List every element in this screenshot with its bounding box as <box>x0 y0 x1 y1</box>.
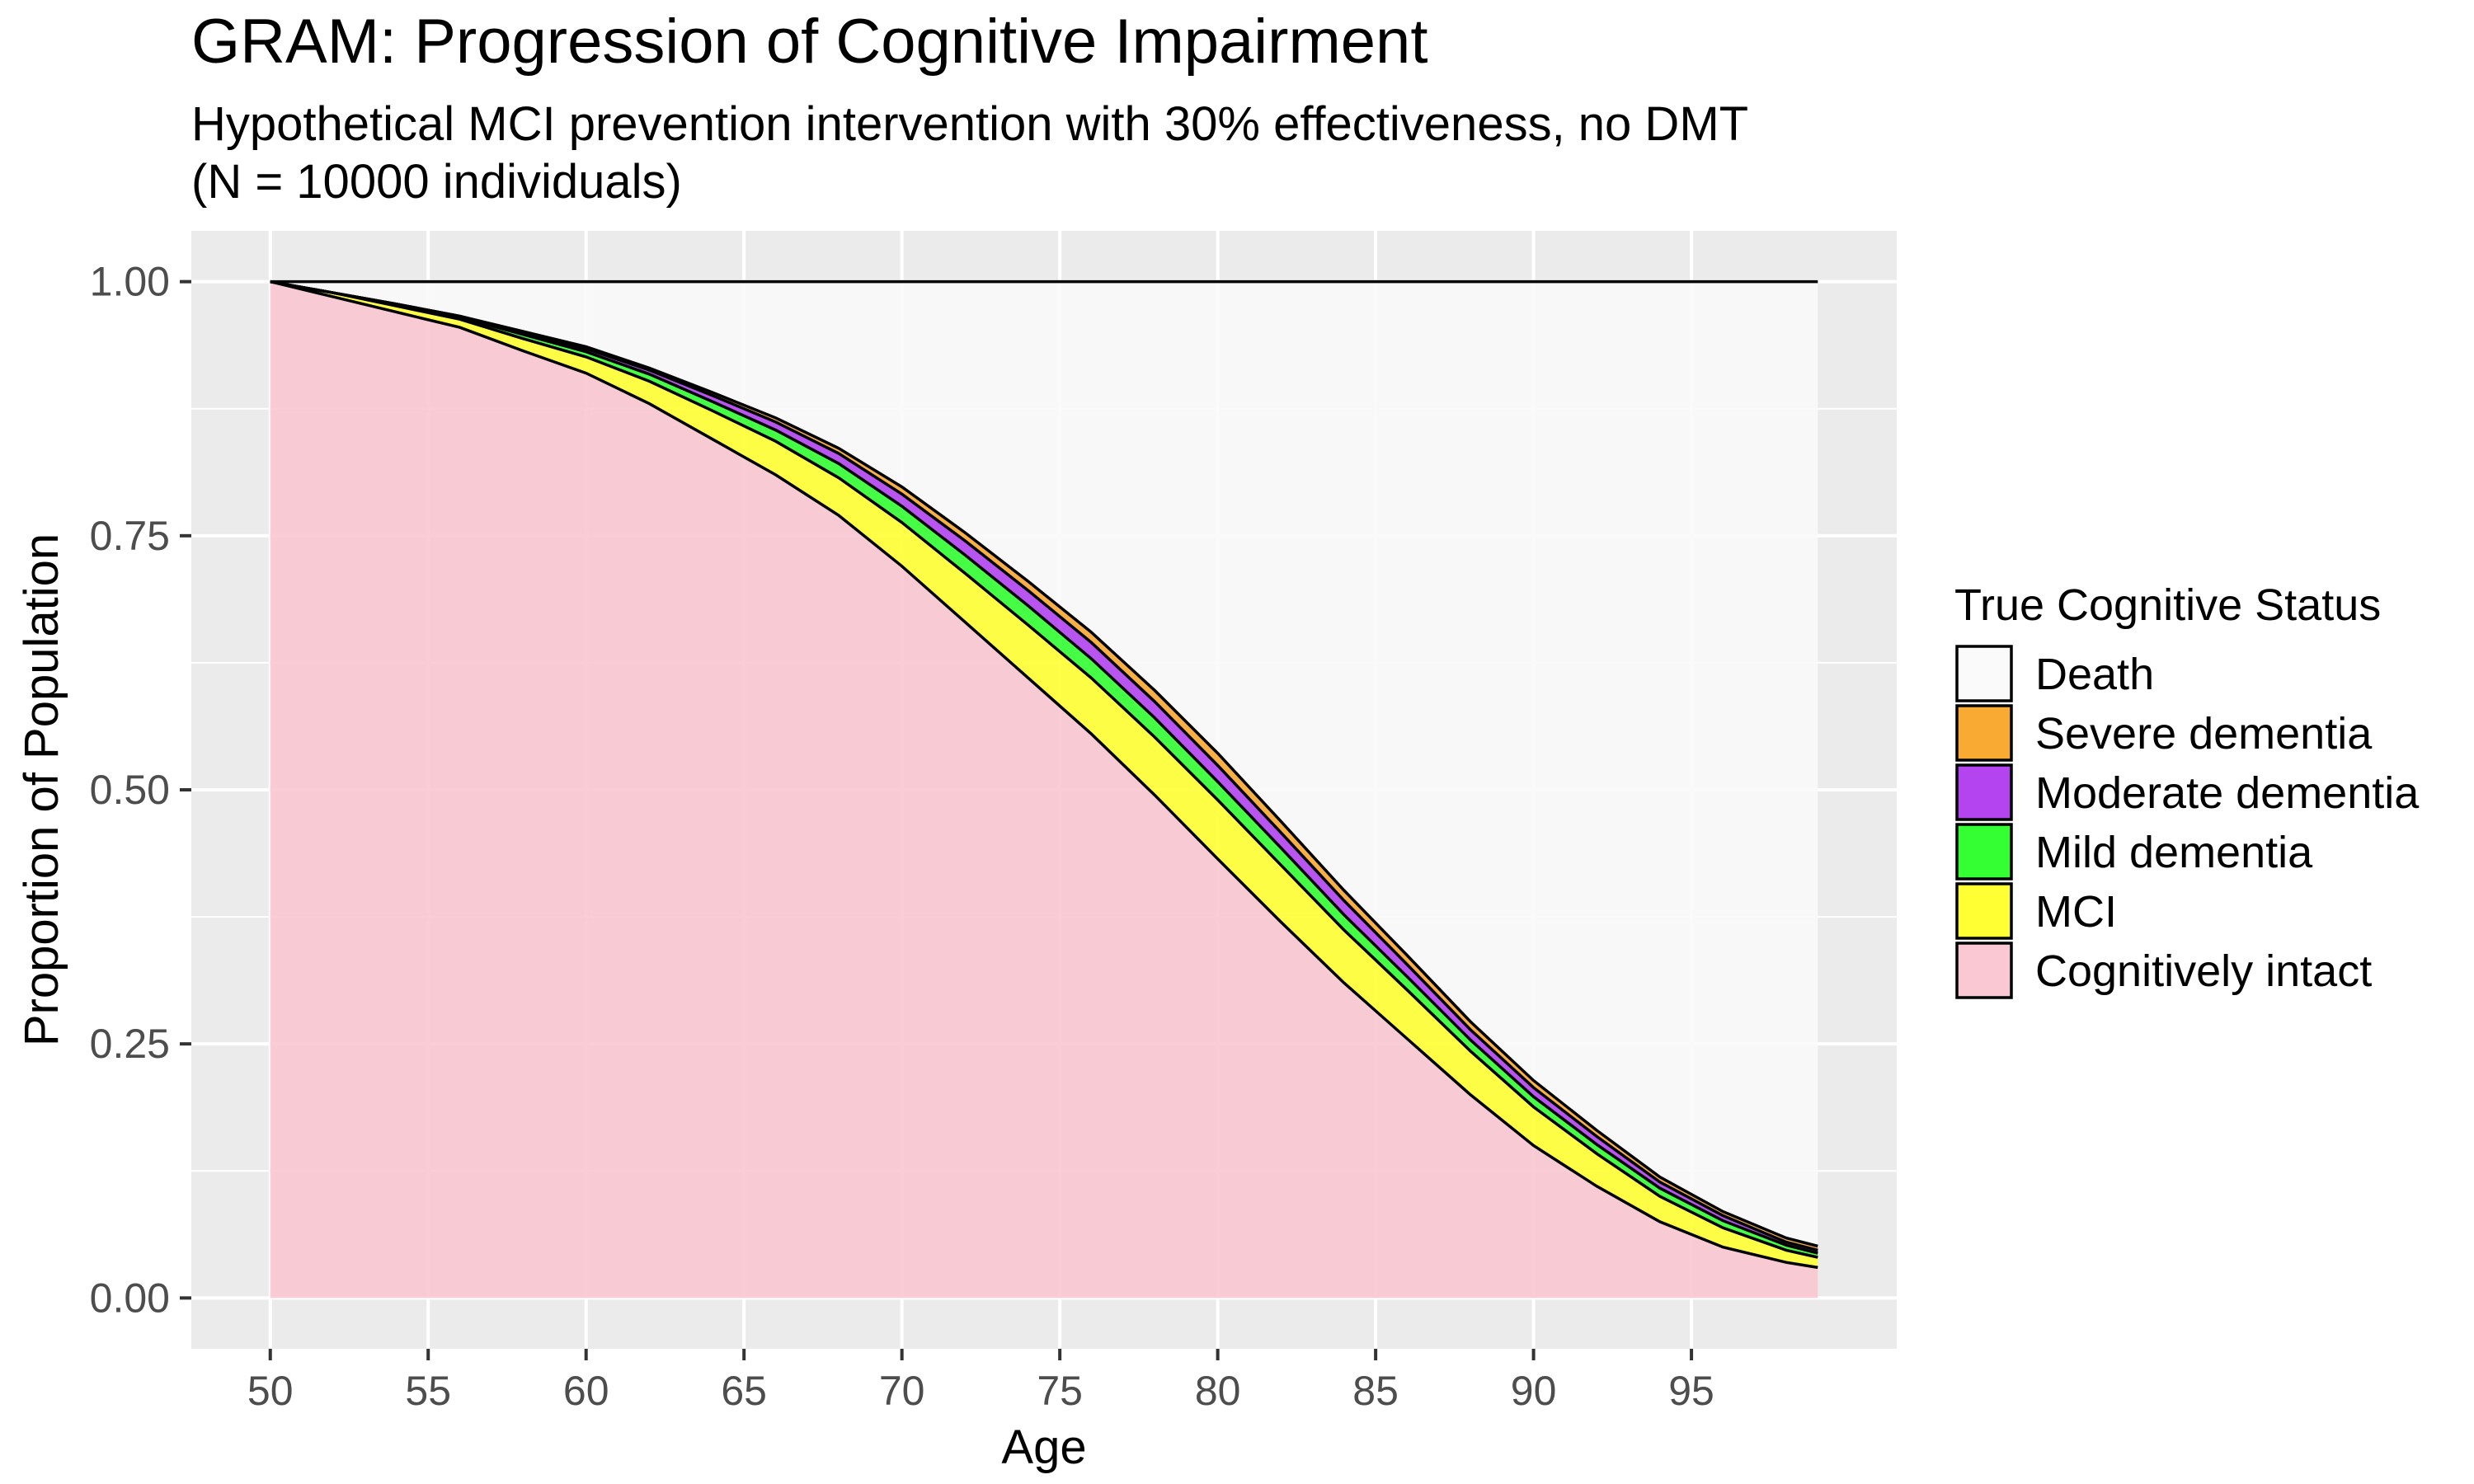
x-tick-label: 95 <box>1668 1368 1714 1414</box>
boundary-cognitively-intact <box>270 279 1818 1270</box>
chart-title: GRAM: Progression of Cognitive Impairmen… <box>191 7 1427 77</box>
legend-label: MCI <box>2035 887 2117 937</box>
legend: True Cognitive Status Death Severe dement… <box>1954 580 2420 999</box>
x-tick-label: 80 <box>1195 1368 1241 1414</box>
legend-items: Death Severe dementia Moderate dementia Mil… <box>1955 645 2420 999</box>
x-tick-label: 70 <box>879 1368 925 1414</box>
legend-label: Cognitively intact <box>2035 946 2372 996</box>
y-tick-label: 1.00 <box>90 259 170 305</box>
boundary-mci <box>270 279 1818 1259</box>
y-axis-title: Proportion of Population <box>15 533 68 1046</box>
x-tick-label: 60 <box>563 1368 609 1414</box>
area-mci <box>270 281 1818 1268</box>
legend-swatch <box>1955 942 2013 999</box>
chart-subtitle-n: (N = 10000 individuals) <box>191 155 682 209</box>
area-death <box>270 281 1818 1247</box>
legend-title: True Cognitive Status <box>1954 580 2381 630</box>
y-axis: 0.00 0.25 0.50 0.75 1.00 <box>90 259 191 1321</box>
y-tick-label: 0.75 <box>90 513 170 559</box>
x-tick-label: 55 <box>405 1368 451 1414</box>
legend-label: Moderate dementia <box>2035 768 2420 818</box>
stacked-areas <box>270 281 1818 1298</box>
x-axis-title: Age <box>1001 1421 1086 1474</box>
legend-swatch <box>1955 645 2013 702</box>
x-axis: 50 55 60 65 70 75 80 85 90 95 <box>247 1349 1714 1414</box>
chart-subtitle: Hypothetical MCI prevention intervention… <box>191 97 1748 151</box>
legend-label: Death <box>2035 650 2154 699</box>
y-tick-label: 0.00 <box>90 1275 170 1321</box>
x-tick-label: 90 <box>1511 1368 1557 1414</box>
legend-swatch <box>1955 704 2013 762</box>
boundary-severe-dementia <box>270 279 1818 1248</box>
legend-label: Mild dementia <box>2035 828 2313 877</box>
y-tick-label: 0.25 <box>90 1021 170 1067</box>
legend-swatch <box>1955 882 2013 940</box>
boundary-mild-dementia <box>270 279 1818 1255</box>
x-tick-label: 65 <box>721 1368 767 1414</box>
y-tick-label: 0.50 <box>90 767 170 813</box>
legend-label: Severe dementia <box>2035 709 2373 758</box>
legend-swatch <box>1955 823 2013 881</box>
x-tick-label: 85 <box>1352 1368 1399 1414</box>
legend-swatch <box>1955 763 2013 821</box>
area-cognitively-intact <box>270 281 1818 1298</box>
area-boundaries <box>270 279 1818 1270</box>
x-tick-label: 75 <box>1037 1368 1083 1414</box>
x-tick-label: 50 <box>247 1368 294 1414</box>
